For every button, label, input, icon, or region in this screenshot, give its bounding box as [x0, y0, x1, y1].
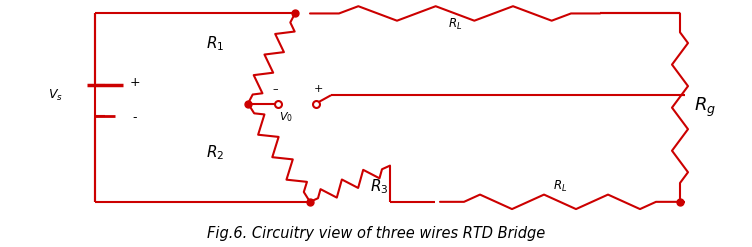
Text: +: + [314, 84, 323, 94]
Text: $R_3$: $R_3$ [370, 178, 389, 196]
Text: $R_L$: $R_L$ [448, 17, 462, 32]
Text: $R_2$: $R_2$ [206, 143, 224, 162]
Text: –: – [272, 84, 277, 94]
Text: $V_0$: $V_0$ [279, 110, 293, 124]
Text: -: - [133, 111, 138, 124]
Text: +: + [129, 76, 141, 89]
Text: $R_1$: $R_1$ [206, 35, 224, 53]
Text: Fig.6. Circuitry view of three wires RTD Bridge: Fig.6. Circuitry view of three wires RTD… [207, 226, 545, 241]
Text: $R_L$: $R_L$ [553, 178, 567, 193]
Text: $R_g$: $R_g$ [694, 96, 716, 119]
Text: $V_s$: $V_s$ [47, 88, 62, 103]
